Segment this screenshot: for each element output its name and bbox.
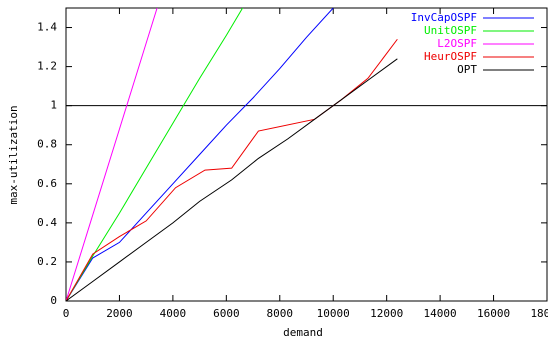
y-axis-label: max-utilization: [7, 105, 20, 204]
x-tick-label: 16000: [477, 307, 510, 320]
y-tick-label: 0: [50, 294, 57, 307]
plot-frame: [65, 7, 548, 302]
legend-label: HeurOSPF: [424, 50, 477, 63]
y-tick-label: 1.4: [37, 21, 57, 34]
x-tick-label: 14000: [424, 307, 457, 320]
y-tick-label: 0.6: [37, 177, 57, 190]
legend-label: UnitOSPF: [424, 24, 477, 37]
plot-area: [66, 8, 398, 301]
y-tick-label: 1.2: [37, 60, 57, 73]
series-line: [66, 58, 398, 301]
x-tick-label: 0: [63, 307, 70, 320]
x-tick-label: 2000: [106, 307, 133, 320]
series-line: [66, 38, 398, 301]
x-tick-label: 4000: [160, 307, 187, 320]
legend-label: L2OSPF: [437, 37, 477, 50]
x-tick-label: 12000: [370, 307, 403, 320]
legend-label: InvCapOSPF: [411, 11, 477, 24]
y-tick-label: 0.4: [37, 216, 57, 229]
legend-label: OPT: [457, 63, 477, 76]
series-line: [66, 8, 158, 301]
x-tick-label: 6000: [213, 307, 240, 320]
y-tick-label: 0.8: [37, 138, 57, 151]
x-tick-label: 18000: [530, 307, 548, 320]
y-tick-label: 1: [50, 99, 57, 112]
series-line: [66, 8, 334, 301]
x-axis-label: demand: [283, 326, 323, 339]
x-tick-label: 10000: [317, 307, 350, 320]
x-tick-label: 8000: [267, 307, 294, 320]
y-tick-label: 0.2: [37, 255, 57, 268]
series-line: [66, 8, 244, 301]
